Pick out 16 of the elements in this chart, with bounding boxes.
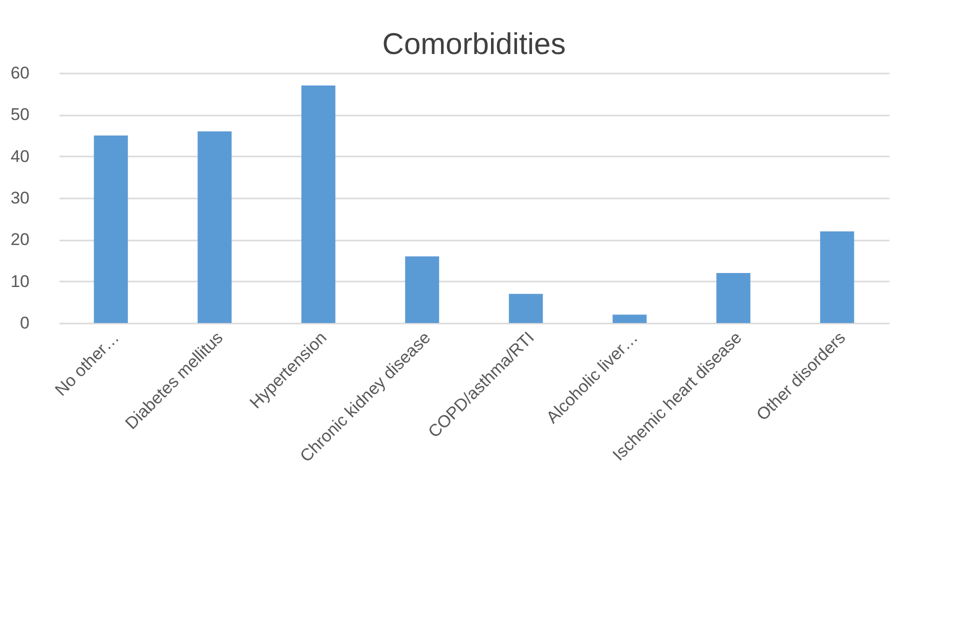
bar: [301, 86, 336, 323]
y-tick-label: 20: [10, 230, 30, 250]
y-tick-label: 30: [10, 188, 30, 208]
bar: [508, 294, 543, 323]
bar: [198, 131, 232, 323]
y-tick-label: 40: [10, 146, 30, 166]
y-tick-label: 10: [10, 272, 30, 291]
bar: [612, 314, 647, 323]
bar: [820, 231, 854, 323]
chart-title: Comorbidities: [382, 28, 566, 61]
bar: [94, 136, 128, 323]
bar: [716, 273, 750, 323]
y-tick-label: 50: [10, 105, 30, 124]
y-tick-label: 0: [20, 314, 30, 332]
y-tick-label: 60: [10, 64, 30, 82]
bar: [405, 256, 440, 323]
